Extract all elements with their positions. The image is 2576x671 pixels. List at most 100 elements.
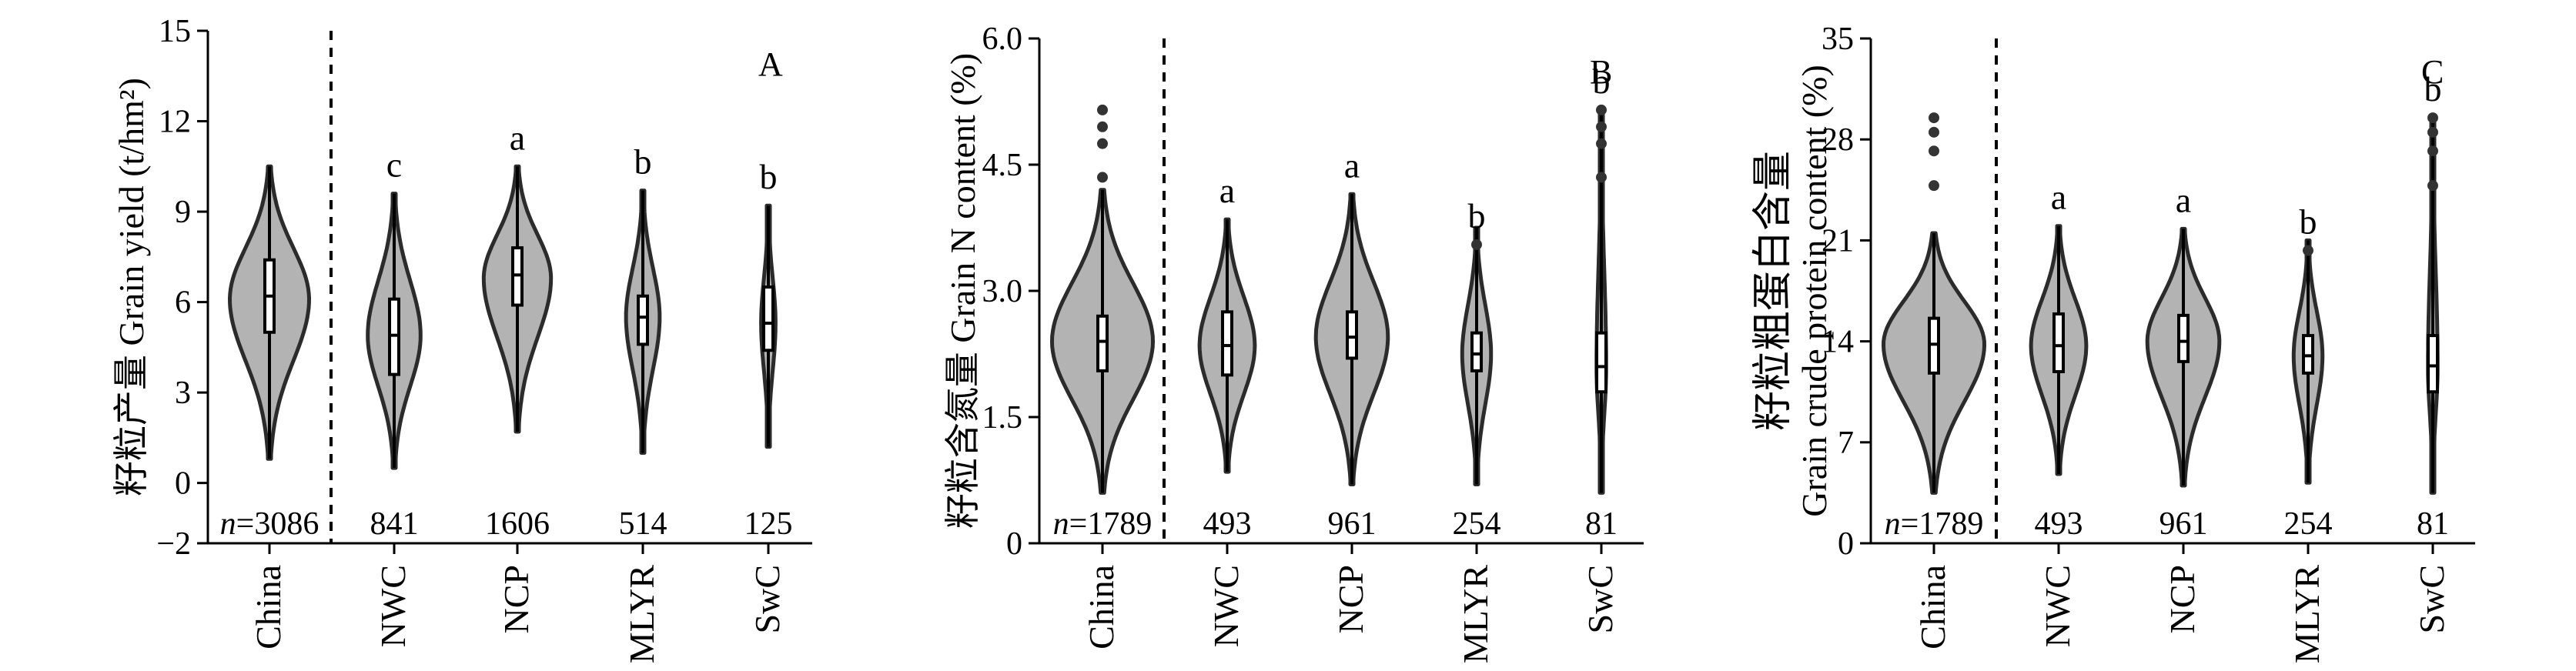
outlier-point — [1596, 121, 1607, 132]
x-category-label: SwC — [748, 565, 787, 633]
significance-letter: a — [510, 118, 525, 157]
outlier-point — [2303, 245, 2313, 256]
outlier-point — [1097, 172, 1108, 183]
y-tick-label: 28 — [1822, 122, 1854, 158]
x-category-label: MLYR — [622, 565, 661, 664]
violin-ncp: a 1606 NCP — [481, 118, 554, 633]
significance-letter: a — [1219, 171, 1235, 210]
sample-size-label: 841 — [370, 506, 419, 542]
y-tick-label: 1.5 — [982, 400, 1023, 436]
sample-size-label: n=1789 — [1053, 506, 1153, 542]
y-tick-label: 7 — [1838, 426, 1854, 461]
outlier-point — [2427, 180, 2438, 192]
violin-ncp: a 961 NCP — [2145, 180, 2222, 633]
x-category-label: MLYR — [1456, 565, 1495, 664]
sample-size-label: 514 — [619, 506, 667, 542]
panel-label: B — [1590, 53, 1612, 91]
outlier-point — [1097, 104, 1108, 115]
y-tick-label: 3.0 — [982, 274, 1023, 309]
y-tick-label: 15 — [159, 14, 191, 49]
violin-nwc: c 841 NWC — [366, 145, 423, 647]
iqr-box — [1346, 310, 1358, 360]
sample-size-label: 1606 — [485, 506, 550, 542]
y-axis-title-cn: 籽粒含氮量 Grain N content (%) — [943, 53, 982, 529]
x-category-label: SwC — [2412, 565, 2451, 633]
significance-letter: b — [2300, 202, 2317, 242]
iqr-box — [2177, 313, 2190, 363]
sample-size-label: n=3086 — [220, 506, 319, 542]
y-tick-label: 3 — [175, 376, 191, 411]
iqr-box — [1096, 314, 1109, 372]
significance-letter: b — [760, 157, 778, 196]
x-category-label: NCP — [1331, 565, 1370, 633]
significance-letter: b — [1468, 196, 1486, 235]
violin-mlyr: b 254 MLYR — [2284, 202, 2333, 664]
outlier-point — [1596, 104, 1607, 115]
y-tick-label: 21 — [1822, 223, 1854, 259]
outlier-point — [1471, 239, 1482, 250]
y-tick-label: 35 — [1822, 22, 1854, 57]
x-category-label: MLYR — [2287, 565, 2327, 664]
x-category-label: China — [1913, 565, 1952, 649]
iqr-box — [1595, 331, 1607, 394]
y-tick-label: 9 — [175, 195, 191, 230]
sample-size-label: n=1789 — [1885, 506, 1984, 542]
outlier-point — [1097, 121, 1108, 132]
iqr-box — [1221, 310, 1233, 377]
outlier-point — [2427, 145, 2438, 157]
x-category-label: NWC — [1206, 565, 1246, 647]
outlier-point — [1596, 172, 1607, 183]
violin-nwc: a 493 NWC — [2029, 178, 2089, 647]
iqr-box — [2052, 312, 2065, 373]
violin-swc: b 125 SwC — [744, 157, 793, 633]
sample-size-label: 81 — [1585, 506, 1618, 542]
iqr-box — [637, 294, 649, 346]
y-tick-label: 0 — [175, 466, 191, 502]
outlier-point — [1596, 138, 1607, 149]
y-tick-label: 0 — [1006, 526, 1022, 562]
x-category-label: NWC — [373, 565, 413, 647]
outlier-point — [1929, 145, 1939, 157]
y-tick-label: 4.5 — [982, 148, 1023, 183]
significance-letter: a — [1344, 145, 1360, 185]
panel-label: C — [2421, 53, 2444, 91]
violin-ncp: a 961 NCP — [1313, 145, 1390, 633]
x-category-label: China — [249, 565, 288, 649]
significance-letter: a — [2051, 178, 2066, 217]
violin-china: n=3086 China — [220, 164, 319, 649]
y-axis-title-en: Grain crude protein content (%) — [1795, 65, 1834, 517]
panel-label: A — [758, 45, 783, 83]
iqr-box — [1470, 331, 1483, 372]
y-tick-label: 6.0 — [982, 22, 1023, 57]
iqr-box — [762, 285, 774, 352]
violin-swc: b 81 SwC — [1581, 62, 1620, 634]
y-tick-label: 14 — [1822, 325, 1854, 360]
x-category-label: NCP — [2163, 565, 2202, 633]
outlier-point — [1097, 138, 1108, 149]
x-category-label: NCP — [497, 565, 536, 633]
significance-letter: b — [1593, 62, 1611, 101]
sample-size-label: 125 — [744, 506, 793, 542]
outlier-point — [2427, 126, 2438, 138]
panel-c: 0 7 14 21 28 35 籽粒粗蛋白含量 Grain crude protein con… — [1751, 22, 2475, 663]
significance-letter: a — [2176, 180, 2191, 219]
violin-mlyr: b 514 MLYR — [619, 142, 667, 664]
x-category-label: NWC — [2038, 565, 2077, 647]
iqr-box — [2427, 334, 2439, 394]
y-axis-title-cn: 籽粒产量 Grain yield (t/hm²) — [112, 78, 151, 496]
sample-size-label: 81 — [2417, 506, 2449, 542]
y-tick-label: 6 — [175, 285, 191, 321]
violin-nwc: a 493 NWC — [1197, 171, 1257, 647]
outlier-point — [2427, 112, 2438, 124]
x-category-label: SwC — [1581, 565, 1620, 633]
y-axis-title-cn: 籽粒粗蛋白含量 — [1751, 151, 1795, 431]
sample-size-label: 961 — [1328, 506, 1377, 542]
y-tick-label: 12 — [159, 105, 191, 140]
outlier-point — [1929, 180, 1939, 192]
sample-size-label: 254 — [1453, 506, 1501, 542]
violin-china: n=1789 China — [1882, 112, 1986, 649]
violin-swc: b 81 SwC — [2412, 69, 2451, 633]
